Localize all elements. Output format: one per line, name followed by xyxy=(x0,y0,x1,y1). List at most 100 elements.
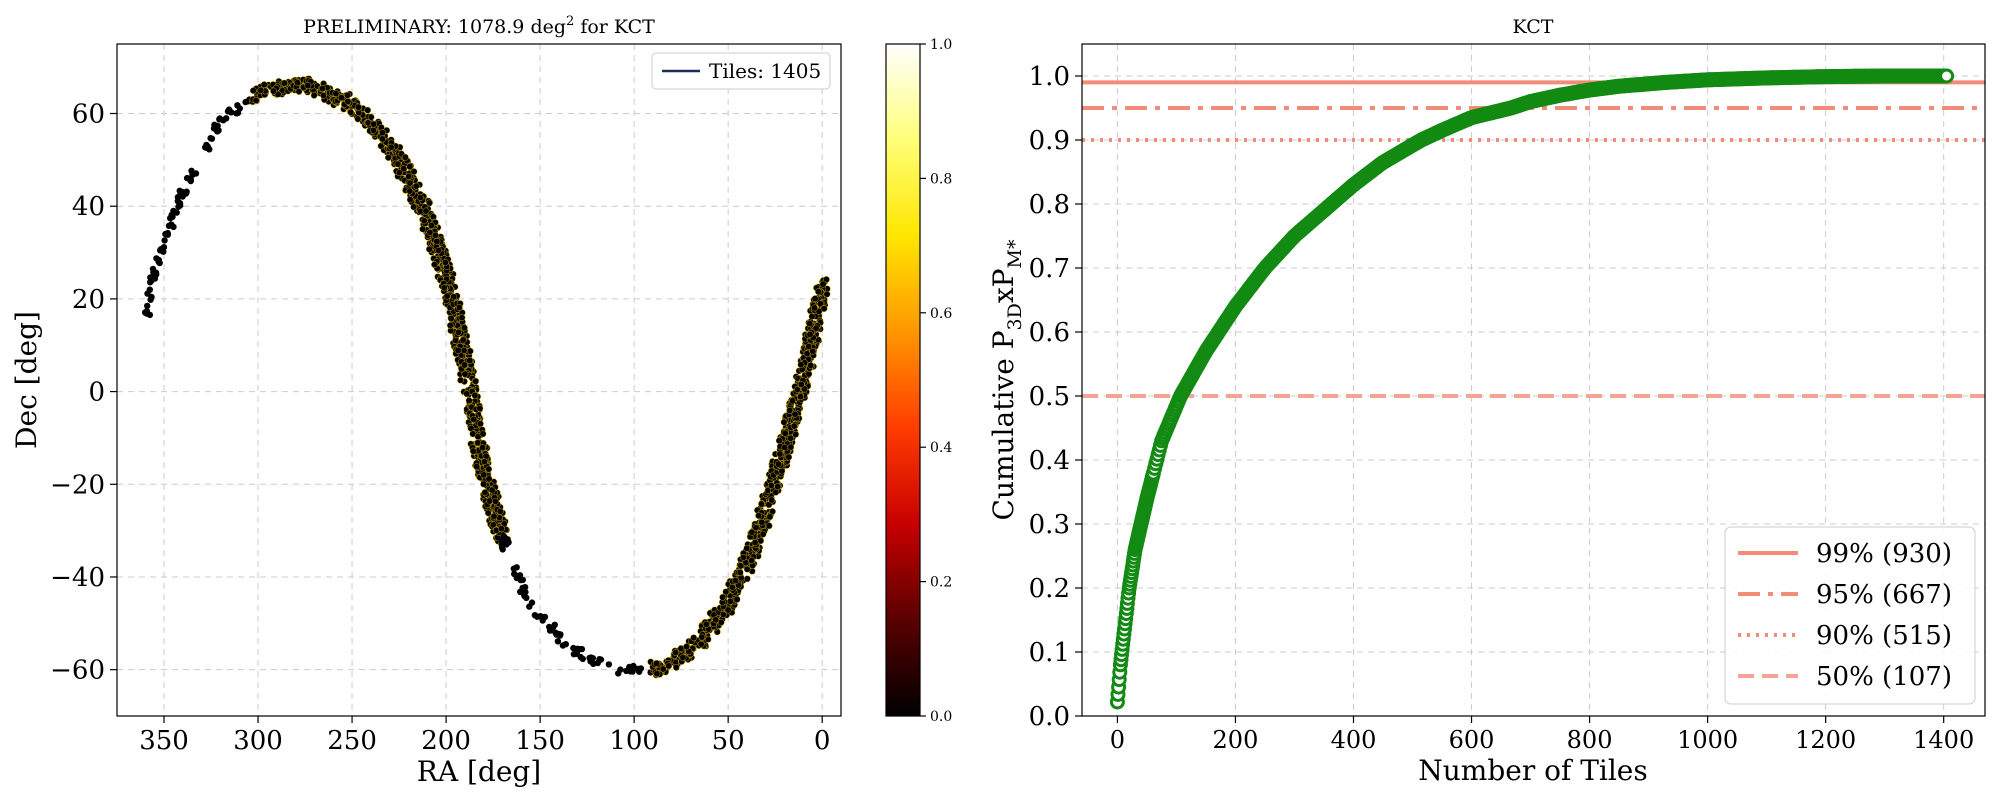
colorbar-gradient xyxy=(886,44,920,716)
cumulative-marker xyxy=(1939,68,1955,84)
tile-point xyxy=(441,258,449,266)
tile-point xyxy=(431,261,438,268)
probability-tick-label: 0.2 xyxy=(1029,574,1070,604)
tile-point xyxy=(497,525,505,533)
ra-tick-label: 300 xyxy=(233,726,283,756)
colorbar-ticks: 0.0 0.2 0.4 0.6 0.8 1.0 xyxy=(920,37,952,725)
colorbar-tick-label: 0.0 xyxy=(930,709,952,725)
tile-point xyxy=(531,612,539,619)
legend-threshold-label: 95% (667) xyxy=(1816,580,1952,610)
tile-point xyxy=(758,518,766,526)
tile-point xyxy=(446,321,454,329)
ra-tick-label: 350 xyxy=(139,726,189,756)
tile-point xyxy=(767,482,775,489)
tile-point xyxy=(294,79,301,87)
tile-point xyxy=(736,569,744,576)
tile-point xyxy=(485,475,493,483)
tile-point xyxy=(379,129,386,137)
tile-point xyxy=(480,471,488,479)
tile-point xyxy=(698,633,706,641)
tile-point xyxy=(480,480,487,488)
tile-point xyxy=(452,336,459,344)
sky-map-legend: Tiles: 1405 xyxy=(651,52,831,90)
tile-point xyxy=(526,603,533,610)
tile-point xyxy=(748,528,756,536)
tile-point xyxy=(484,509,492,517)
tile-point xyxy=(223,115,230,122)
tile-point xyxy=(743,565,751,573)
tile-point xyxy=(425,245,433,253)
tile-point xyxy=(155,256,162,264)
tile-point xyxy=(499,546,506,553)
tile-point xyxy=(395,169,403,177)
tile-point xyxy=(457,376,464,384)
cumulative-title: KCT xyxy=(1513,16,1554,38)
tile-point xyxy=(486,497,493,505)
tile-point xyxy=(541,613,549,621)
tile-point xyxy=(164,231,171,238)
tile-point xyxy=(144,290,151,297)
tile-point xyxy=(364,106,372,114)
tile-point xyxy=(823,276,830,283)
tile-point xyxy=(189,171,196,178)
colorbar: 0.0 0.2 0.4 0.6 0.8 1.0 xyxy=(885,37,952,725)
tile-point xyxy=(615,670,622,677)
tile-point xyxy=(419,225,427,233)
tile-point xyxy=(405,173,413,180)
tile-point xyxy=(459,336,467,344)
tile-point xyxy=(491,497,499,505)
tile-point xyxy=(443,292,451,300)
colorbar-tick-label: 0.4 xyxy=(930,440,952,456)
tile-point xyxy=(511,570,518,578)
tile-point xyxy=(808,313,816,320)
tile-point xyxy=(481,488,489,496)
tile-point xyxy=(798,380,805,388)
tile-point xyxy=(161,237,168,244)
tile-point xyxy=(332,90,340,97)
tile-point xyxy=(270,87,277,95)
tile-point xyxy=(481,458,488,466)
tile-point xyxy=(410,203,418,211)
tile-point xyxy=(466,357,474,364)
tile-point xyxy=(470,415,478,423)
tile-point xyxy=(143,310,150,317)
tile-point xyxy=(228,109,235,116)
tile-point xyxy=(304,82,312,89)
tile-point xyxy=(522,589,529,596)
tile-point xyxy=(260,81,268,89)
probability-tick-label: 0.8 xyxy=(1029,190,1070,220)
tile-point xyxy=(355,103,362,111)
tile-point xyxy=(295,88,303,95)
probability-tick-label: 0.7 xyxy=(1029,254,1070,284)
legend-threshold-label: 90% (515) xyxy=(1816,621,1952,651)
tile-point xyxy=(628,664,635,671)
tile-point xyxy=(176,187,183,194)
tile-point xyxy=(502,535,509,542)
probability-tick-label: 0.5 xyxy=(1029,382,1070,412)
ra-tick-label: 250 xyxy=(327,726,377,756)
tile-point xyxy=(807,361,814,369)
tile-point xyxy=(759,530,767,538)
tile-point xyxy=(422,207,430,215)
tile-point xyxy=(460,346,468,354)
tile-point xyxy=(768,496,775,504)
tile-point xyxy=(344,98,352,105)
tile-point xyxy=(665,662,673,670)
tile-point xyxy=(367,113,375,121)
tile-point xyxy=(473,463,481,470)
tile-point xyxy=(148,277,155,284)
dec-tick-label: 60 xyxy=(72,100,105,130)
colorbar-tick-label: 0.6 xyxy=(930,306,952,322)
tile-point xyxy=(513,564,520,571)
legend-tiles-label: Tiles: 1405 xyxy=(709,59,821,83)
tile-point xyxy=(170,207,177,215)
tile-point xyxy=(743,544,751,552)
tile-point xyxy=(406,179,414,187)
tile-point xyxy=(546,623,553,631)
probability-tick-label: 0.6 xyxy=(1029,318,1070,348)
tile-point xyxy=(794,386,801,393)
sky-map-frame xyxy=(116,43,842,717)
tile-point xyxy=(410,168,418,176)
tile-point xyxy=(469,430,477,438)
